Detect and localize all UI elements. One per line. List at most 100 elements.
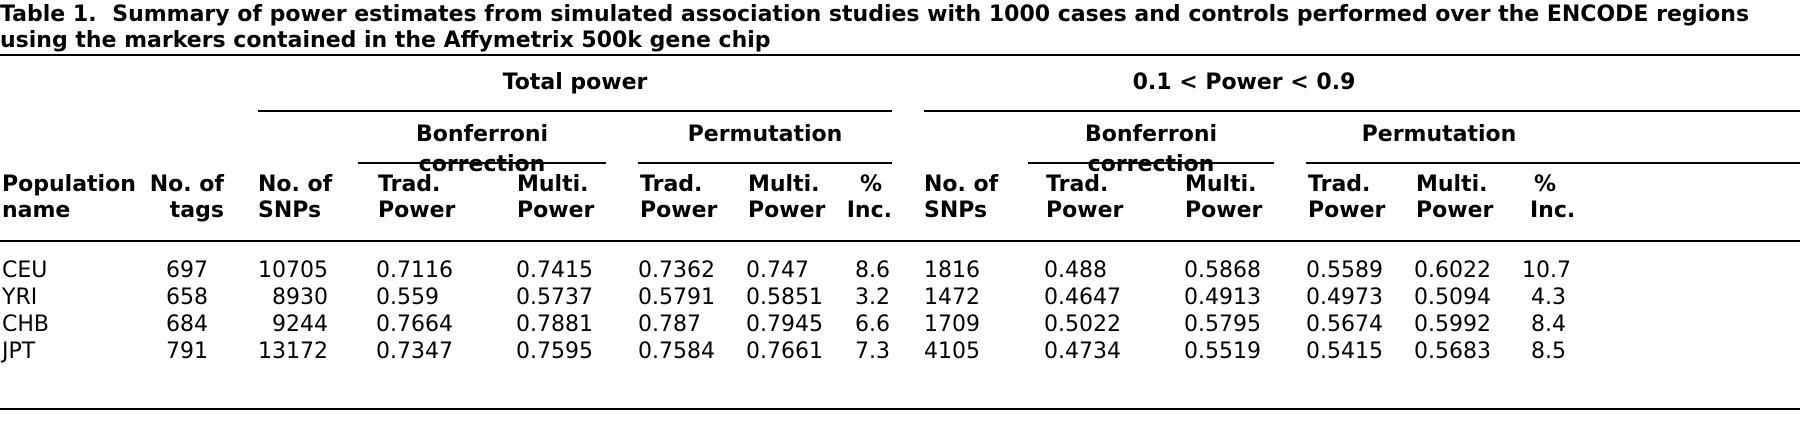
cell-bonf-multi-2: 0.4913 [1184,285,1261,310]
col-perm-trad-1: Trad. Power [640,170,717,226]
col-inc-2-line1: % [1534,172,1557,197]
col-inc-1: % Inc. [846,170,892,226]
col-population: Population name [2,170,136,226]
col-perm-multi-2-line1: Multi. [1416,172,1488,197]
cell-perm-trad-1: 0.5791 [638,285,715,310]
cell-inc-1: 3.2 [855,285,890,310]
cell-tags: 697 [166,258,208,283]
cell-perm-multi-1: 0.747 [746,258,809,283]
col-population-line2: name [2,198,71,223]
col-snps-1-line1: No. of [258,172,333,197]
cell-population: JPT [2,339,36,364]
top-rule [0,54,1800,56]
cell-inc-2: 10.7 [1522,258,1571,283]
cell-tags: 658 [166,285,208,310]
cell-perm-trad-1: 0.787 [638,312,701,337]
cell-perm-trad-2: 0.5674 [1306,312,1383,337]
total-power-rule [258,110,892,112]
col-bonf-trad-1-line1: Trad. [378,172,441,197]
cell-snps-2: 1816 [924,258,980,283]
cell-bonf-trad-1: 0.7664 [376,312,453,337]
col-bonf-multi-2-line2: Power [1185,198,1263,223]
cell-perm-multi-1: 0.7661 [746,339,823,364]
cell-bonf-multi-2: 0.5868 [1184,258,1261,283]
cell-bonf-multi-2: 0.5795 [1184,312,1261,337]
group-permutation-1: Permutation [687,122,843,147]
cell-perm-multi-2: 0.5094 [1414,285,1491,310]
cell-population: YRI [2,285,38,310]
cell-perm-multi-1: 0.7945 [746,312,823,337]
bonferroni-rule-1 [358,162,606,164]
cell-snps-2: 1709 [924,312,980,337]
cell-perm-multi-1: 0.5851 [746,285,823,310]
col-perm-trad-1-line1: Trad. [640,172,703,197]
col-bonf-trad-2-line1: Trad. [1046,172,1109,197]
bottom-rule [0,408,1800,410]
col-inc-1-line1: % [860,172,883,197]
cell-perm-trad-2: 0.5589 [1306,258,1383,283]
cell-tags: 684 [166,312,208,337]
cell-bonf-trad-2: 0.4734 [1044,339,1121,364]
cell-snps-1: 8930 [272,285,328,310]
table-row: JPT 791 13172 0.7347 0.7595 0.7584 0.7661 7.3 41… [0,337,1800,367]
cell-snps-1: 13172 [258,339,328,364]
cell-bonf-trad-1: 0.559 [376,285,439,310]
cell-snps-2: 4105 [924,339,980,364]
cell-snps-2: 1472 [924,285,980,310]
col-snps-2: No. of SNPs [924,170,998,226]
group-bonferroni-2: Bonferroni correction [1084,122,1218,177]
cell-bonf-multi-1: 0.7415 [516,258,593,283]
cell-bonf-trad-1: 0.7116 [376,258,453,283]
col-snps-2-line1: No. of [924,172,999,197]
mid-power-rule [924,110,1800,112]
col-snps-1-line2: SNPs [258,198,322,223]
cell-perm-multi-2: 0.6022 [1414,258,1491,283]
cell-inc-1: 6.6 [855,312,890,337]
group-total-power: Total power [502,70,648,95]
table-row: YRI 658 8930 0.559 0.5737 0.5791 0.5851 3.2 1472… [0,283,1800,313]
col-inc-2-line2: Inc. [1530,198,1576,223]
col-bonf-trad-2: Trad. Power [1046,170,1123,226]
cell-population: CHB [2,312,49,337]
col-perm-multi-1: Multi. Power [748,170,825,226]
group-permutation-2: Permutation [1361,122,1517,147]
table-caption-text: Summary of power estimates from simulate… [0,2,1750,53]
col-snps-2-line2: SNPs [924,198,988,223]
col-bonf-multi-1: Multi. Power [517,170,594,226]
table-label: Table 1. [0,2,97,27]
col-bonf-trad-2-line2: Power [1046,198,1124,223]
table-row: CHB 684 9244 0.7664 0.7881 0.787 0.7945 6.6 1709… [0,310,1800,340]
permutation-rule-2 [1306,162,1800,164]
cell-bonf-multi-1: 0.5737 [516,285,593,310]
col-perm-trad-1-line2: Power [640,198,718,223]
cell-inc-1: 8.6 [855,258,890,283]
col-perm-trad-2-line2: Power [1308,198,1386,223]
cell-bonf-trad-1: 0.7347 [376,339,453,364]
col-bonf-trad-1: Trad. Power [378,170,455,226]
cell-inc-1: 7.3 [855,339,890,364]
cell-bonf-multi-1: 0.7595 [516,339,593,364]
cell-perm-multi-2: 0.5683 [1414,339,1491,364]
col-bonf-multi-2-line1: Multi. [1185,172,1257,197]
col-bonf-trad-1-line2: Power [378,198,456,223]
header-bottom-rule [0,240,1800,242]
group-bonferroni-1: Bonferroni correction [415,122,549,177]
cell-population: CEU [2,258,48,283]
table-row: CEU 697 10705 0.7116 0.7415 0.7362 0.747 8.6 181… [0,256,1800,286]
bonferroni-rule-2 [1028,162,1274,164]
cell-snps-1: 9244 [272,312,328,337]
col-perm-trad-2: Trad. Power [1308,170,1385,226]
cell-perm-trad-1: 0.7584 [638,339,715,364]
cell-inc-2: 8.4 [1531,312,1566,337]
cell-bonf-trad-2: 0.4647 [1044,285,1121,310]
cell-perm-multi-2: 0.5992 [1414,312,1491,337]
col-perm-multi-1-line1: Multi. [748,172,820,197]
col-snps-1: No. of SNPs [258,170,332,226]
table-caption: Table 1. Summary of power estimates from… [0,2,1800,54]
col-bonf-multi-2: Multi. Power [1185,170,1262,226]
cell-inc-2: 4.3 [1531,285,1566,310]
permutation-rule-1 [638,162,892,164]
cell-inc-2: 8.5 [1531,339,1566,364]
col-perm-trad-2-line1: Trad. [1308,172,1371,197]
cell-tags: 791 [166,339,208,364]
